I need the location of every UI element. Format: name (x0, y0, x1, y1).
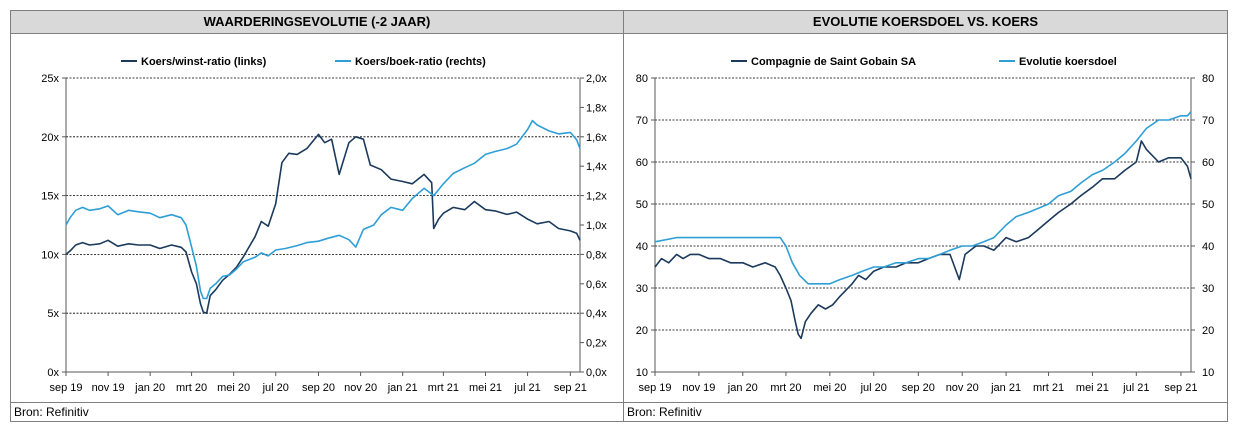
legend-label-1: Evolutie koersdoel (1019, 56, 1117, 68)
y-right-tick-label: 0,4x (586, 308, 607, 320)
x-tick-label: jan 21 (387, 382, 418, 394)
y-right-tick-label: 20 (1202, 325, 1214, 337)
series-line-1 (65, 119, 581, 300)
source-label: Bron: Refinitiv (624, 402, 1227, 421)
x-tick-label: mei 21 (1076, 382, 1109, 394)
y-right-tick-label: 30 (1202, 283, 1214, 295)
target-price-chart: 10 20 30 40 50 60 70 80 10 20 30 40 50 60 70 80 sep 19 no… (636, 56, 1215, 394)
series-line-0 (65, 133, 581, 315)
series-line-1 (654, 111, 1192, 285)
y-left-tick-label: 80 (636, 73, 648, 85)
x-tick-label: nov 19 (682, 382, 715, 394)
x-tick-label: jan 20 (134, 382, 165, 394)
x-tick-label: nov 19 (92, 382, 125, 394)
x-tick-label: jul 20 (860, 382, 887, 394)
valuation-chart: 0x 5x 10x 15x 20x 25x 0,0x 0,2x 0,4x 0,6x 0,8x 1,0x… (41, 56, 607, 394)
panel-title: EVOLUTIE KOERSDOEL VS. KOERS (624, 11, 1227, 34)
y-right-tick-label: 1,6x (586, 132, 607, 144)
x-tick-label: sep 20 (302, 382, 335, 394)
y-right-tick-label: 2,0x (586, 73, 607, 85)
legend-label-0: Koers/winst-ratio (links) (141, 56, 267, 68)
y-left-tick-label: 5x (47, 308, 59, 320)
y-left-tick-label: 0x (47, 367, 59, 379)
x-tick-label: sep 20 (902, 382, 935, 394)
y-left-tick-label: 50 (636, 199, 648, 211)
y-right-tick-label: 80 (1202, 73, 1214, 85)
x-tick-label: jan 21 (990, 382, 1021, 394)
y-right-tick-label: 1,2x (586, 191, 607, 203)
y-left-tick-label: 10 (636, 367, 648, 379)
x-tick-label: sep 19 (49, 382, 82, 394)
y-left-tick-label: 10x (41, 249, 59, 261)
y-right-tick-label: 10 (1202, 367, 1214, 379)
y-right-tick-label: 1,4x (586, 161, 607, 173)
x-tick-label: jul 21 (1122, 382, 1149, 394)
y-right-tick-label: 70 (1202, 115, 1214, 127)
x-tick-label: mrt 20 (770, 382, 801, 394)
y-left-tick-label: 40 (636, 241, 648, 253)
y-right-tick-label: 40 (1202, 241, 1214, 253)
y-right-tick-label: 1,0x (586, 220, 607, 232)
y-left-tick-label: 60 (636, 157, 648, 169)
y-right-tick-label: 0,0x (586, 367, 607, 379)
x-tick-label: jul 21 (513, 382, 540, 394)
x-tick-label: mrt 21 (428, 382, 459, 394)
y-right-tick-label: 1,8x (586, 102, 607, 114)
x-tick-label: mei 20 (217, 382, 250, 394)
x-tick-label: mrt 20 (176, 382, 207, 394)
y-right-tick-label: 0,8x (586, 249, 607, 261)
y-left-tick-label: 70 (636, 115, 648, 127)
y-right-tick-label: 50 (1202, 199, 1214, 211)
x-tick-label: sep 19 (638, 382, 671, 394)
y-right-tick-label: 60 (1202, 157, 1214, 169)
target-price-panel: EVOLUTIE KOERSDOEL VS. KOERS 10 20 30 40 50 6… (624, 10, 1228, 422)
source-label: Bron: Refinitiv (11, 402, 623, 421)
x-tick-label: mei 21 (469, 382, 502, 394)
y-left-tick-label: 25x (41, 73, 59, 85)
x-tick-label: jul 20 (262, 382, 289, 394)
y-left-tick-label: 30 (636, 283, 648, 295)
series-line-0 (654, 140, 1192, 340)
x-tick-label: mrt 21 (1033, 382, 1064, 394)
x-tick-label: nov 20 (344, 382, 377, 394)
x-tick-label: nov 20 (946, 382, 979, 394)
x-tick-label: sep 21 (554, 382, 587, 394)
y-right-tick-label: 0,6x (586, 279, 607, 291)
valuation-panel: WAARDERINGSEVOLUTIE (-2 JAAR) 0x 5x 10x 15x… (10, 10, 624, 422)
y-left-tick-label: 20x (41, 132, 59, 144)
y-right-tick-label: 0,2x (586, 338, 607, 350)
legend-label-1: Koers/boek-ratio (rechts) (355, 56, 486, 68)
y-left-tick-label: 20 (636, 325, 648, 337)
y-left-tick-label: 15x (41, 191, 59, 203)
panel-title: WAARDERINGSEVOLUTIE (-2 JAAR) (11, 11, 623, 34)
x-tick-label: mei 20 (813, 382, 846, 394)
legend-label-0: Compagnie de Saint Gobain SA (751, 56, 916, 68)
x-tick-label: sep 21 (1164, 382, 1197, 394)
x-tick-label: jan 20 (727, 382, 758, 394)
